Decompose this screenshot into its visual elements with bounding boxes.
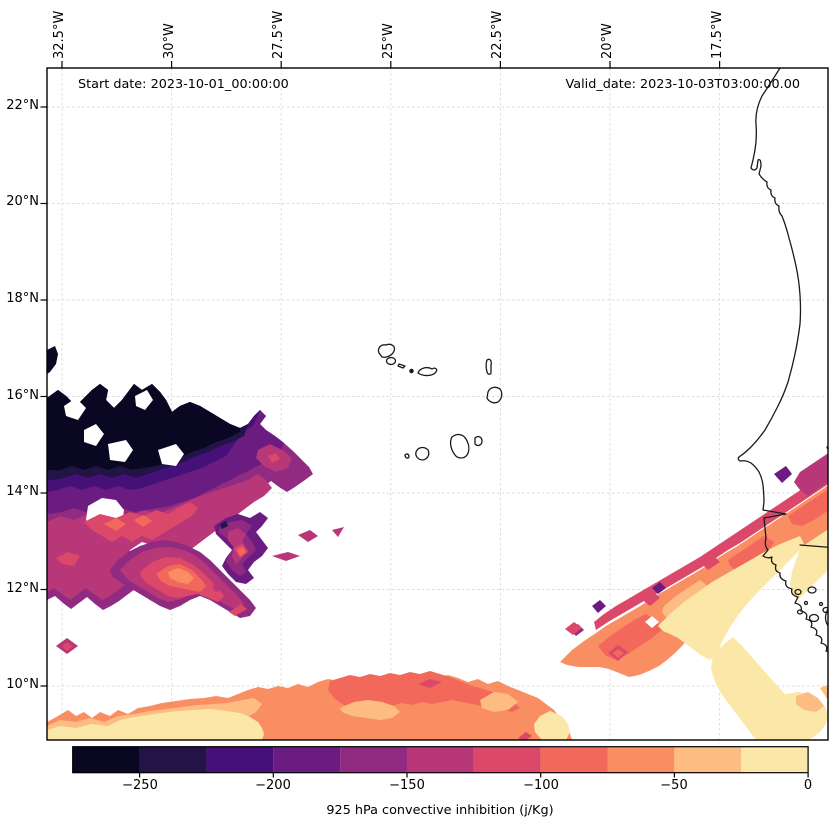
x-axis-tick-label: 30°W: [162, 23, 177, 59]
contour-region: [794, 453, 828, 496]
contour-region: [518, 732, 532, 740]
contour-region: [332, 527, 344, 537]
colorbar-label: 925 hPa convective inhibition (j/Kg): [326, 803, 554, 818]
contour-region: [640, 590, 660, 606]
contour-region: [268, 453, 280, 463]
contour-region: [418, 679, 442, 688]
cape-verde-islands: [377, 343, 503, 461]
colorbar-segment: [473, 746, 541, 773]
y-axis-tick-label: 18°N: [6, 291, 39, 306]
y-axis-tick-label: 12°N: [6, 581, 39, 596]
colorbar-segment: [406, 746, 474, 773]
y-axis-tick-label: 16°N: [6, 388, 39, 403]
contour-region: [480, 692, 518, 712]
plot-frame: [46, 67, 829, 741]
contour-region: [340, 700, 400, 720]
colorbar-tick-label: −250: [122, 778, 158, 793]
colorbar-ticks: [139, 772, 809, 778]
y-axis-tick-label: 22°N: [6, 98, 39, 113]
contour-region: [64, 398, 86, 420]
contour-region: [134, 515, 152, 527]
contour-region: [645, 616, 659, 628]
colorbar-segment: [273, 746, 341, 773]
contour-region: [652, 582, 666, 594]
contour-region: [104, 518, 126, 531]
x-axis-tick-label: 17.5°W: [710, 10, 725, 59]
x-axis-tick-label: 25°W: [381, 23, 396, 59]
colorbar-segment: [540, 746, 608, 773]
african-coastline: [737, 68, 828, 653]
contour-region: [272, 552, 300, 561]
colorbar: [72, 746, 809, 778]
contour-region: [790, 529, 828, 600]
contour-region: [592, 600, 606, 613]
contour-region: [613, 649, 624, 658]
contour-region: [158, 444, 184, 466]
colorbar-segment: [607, 746, 675, 773]
contour-region: [796, 692, 824, 712]
colorbar-tick-label: −200: [255, 778, 291, 793]
colorbar-tick-label: −50: [660, 778, 688, 793]
contour-region: [84, 424, 104, 446]
contour-region: [565, 622, 582, 635]
contour-region: [534, 711, 570, 740]
contour-region: [47, 346, 58, 374]
contour-region: [298, 530, 318, 542]
contour-region: [788, 489, 828, 526]
colorbar-segment: [674, 746, 742, 773]
colorbar-segment: [206, 746, 274, 773]
contour-region: [47, 709, 264, 740]
contour-region: [47, 474, 272, 600]
contour-region: [700, 554, 720, 570]
x-axis-tick-label: 22.5°W: [490, 10, 505, 59]
contour-region: [774, 466, 792, 483]
start-date-label: Start date: 2023-10-01_00:00:00: [78, 77, 289, 92]
x-axis-tick-label: 27.5°W: [271, 10, 286, 59]
contour-region: [220, 521, 228, 529]
y-axis-tick-label: 14°N: [6, 484, 39, 499]
contour-region: [820, 684, 828, 700]
colorbar-outline: [72, 746, 809, 774]
axis-ticks: [40, 61, 721, 687]
colorbar-segment: [139, 746, 207, 773]
colorbar-segment: [741, 746, 809, 773]
colorbar-tick-label: −150: [389, 778, 425, 793]
coastlines: [377, 68, 828, 653]
x-axis-tick-label: 20°W: [600, 23, 615, 59]
contour-region: [47, 384, 240, 470]
river-inlet: [799, 544, 828, 548]
contour-region: [135, 390, 153, 410]
valid-date-label: Valid_date: 2023-10-03T03:00:00.00: [565, 77, 800, 92]
contour-region: [153, 423, 161, 432]
coast-fragment: [824, 607, 828, 627]
contour-region: [237, 547, 246, 556]
colorbar-segment: [72, 746, 140, 773]
colorbar-tick-label: −100: [523, 778, 559, 793]
colorbar-tick-label: 0: [803, 778, 813, 793]
contour-region: [62, 642, 73, 651]
y-axis-tick-label: 20°N: [6, 194, 39, 209]
contour-region: [229, 604, 247, 616]
contour-region: [728, 536, 774, 572]
contour-fills: [47, 346, 828, 740]
contour-region: [658, 536, 804, 660]
colorbar-segment: [340, 746, 407, 773]
contour-region: [168, 568, 194, 584]
contour-region: [108, 440, 133, 462]
y-axis-tick-label: 10°N: [6, 677, 39, 692]
contour-region: [56, 552, 80, 566]
x-axis-tick-label: 32.5°W: [52, 10, 67, 59]
bijagos-islands: [794, 586, 828, 623]
contour-region: [212, 581, 226, 592]
